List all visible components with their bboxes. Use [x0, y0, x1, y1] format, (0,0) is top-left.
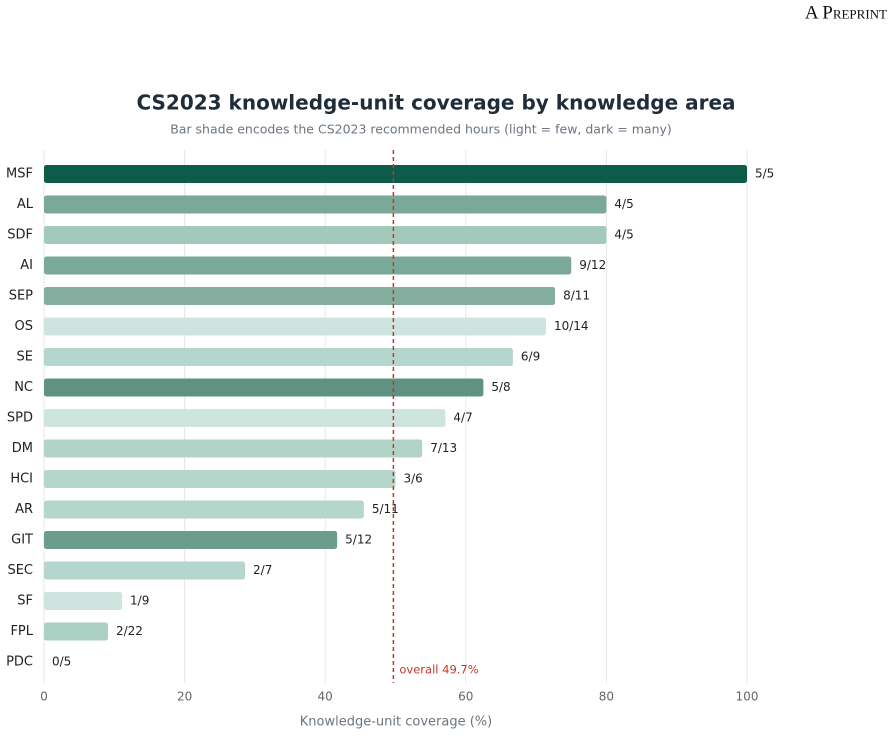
bar [44, 287, 556, 305]
y-tick-label: SEP [9, 289, 33, 304]
bar [44, 500, 364, 519]
bar [44, 378, 484, 397]
chart-subtitle: Bar shade encodes the CS2023 recommended… [170, 122, 672, 137]
x-tick-label: 80 [599, 690, 614, 704]
bar [44, 561, 246, 580]
bar [44, 348, 513, 366]
y-tick-label: SE [17, 350, 33, 365]
page-header: A Preprint [805, 2, 887, 23]
bar [44, 195, 607, 214]
x-tick-label: 0 [40, 690, 48, 704]
value-label: 5/12 [345, 533, 372, 547]
value-label: 6/9 [521, 350, 540, 364]
y-tick-label: SDF [7, 228, 33, 243]
x-axis-label: Knowledge-unit coverage (%) [300, 715, 492, 730]
value-label: 5/5 [755, 167, 774, 181]
value-label: 8/11 [563, 289, 590, 303]
y-tick-label: MSF [6, 167, 33, 182]
value-label: 2/7 [253, 563, 272, 577]
y-tick-label: NC [14, 380, 33, 395]
x-tick-label: 40 [318, 690, 333, 704]
bar [44, 622, 108, 641]
value-label: 4/5 [614, 228, 633, 242]
x-tick-label: 100 [736, 690, 759, 704]
y-tick-label: GIT [11, 533, 33, 548]
chart-title: CS2023 knowledge-unit coverage by knowle… [136, 91, 735, 115]
bar [44, 531, 338, 549]
bars [44, 165, 747, 641]
value-label: 3/6 [404, 472, 423, 486]
bar [44, 470, 396, 488]
value-label: 1/9 [130, 594, 149, 608]
y-tick-label: DM [12, 441, 33, 456]
value-label: 5/11 [372, 502, 399, 516]
value-label: 9/12 [579, 258, 606, 272]
bar [44, 409, 446, 427]
bar [44, 592, 123, 610]
bar [44, 439, 423, 458]
y-tick-label: AR [15, 502, 33, 517]
y-tick-label: OS [15, 319, 33, 334]
x-tick-label: 60 [458, 690, 473, 704]
value-label: 4/7 [453, 411, 472, 425]
bar [44, 256, 572, 275]
value-label: 7/13 [430, 441, 457, 455]
value-label: 2/22 [116, 624, 143, 638]
value-label: 10/14 [554, 319, 589, 333]
value-label: 4/5 [614, 197, 633, 211]
x-tick-label: 20 [177, 690, 192, 704]
y-tick-label: AI [20, 258, 33, 273]
y-tick-label: HCI [10, 472, 33, 487]
y-tick-label: PDC [6, 655, 33, 670]
bar [44, 226, 607, 244]
y-tick-label: FPL [10, 624, 33, 639]
value-label: 5/8 [491, 380, 510, 394]
y-tick-label: SEC [7, 563, 33, 578]
value-label: 0/5 [52, 655, 71, 669]
bar [44, 317, 546, 336]
bar [44, 165, 747, 183]
reference-label: overall 49.7% [399, 663, 478, 677]
y-tick-label: AL [17, 197, 34, 212]
y-tick-label: SF [17, 594, 33, 609]
y-tick-label: SPD [7, 411, 33, 426]
